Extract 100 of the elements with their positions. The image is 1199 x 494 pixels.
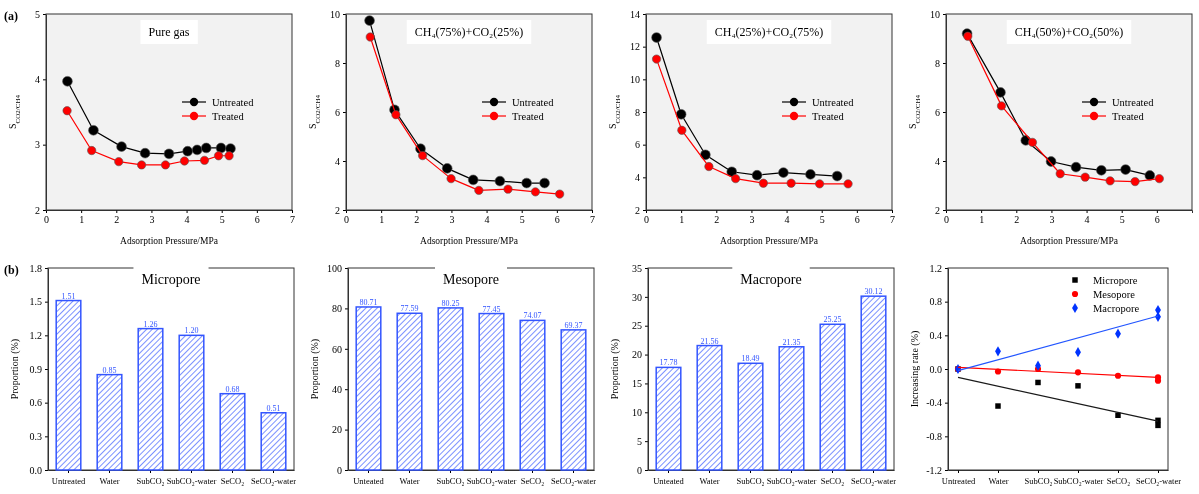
x-tick-label: 1 [979, 214, 985, 226]
data-label: 80.25 [441, 298, 460, 308]
y-tick-label: 0.9 [29, 363, 42, 375]
y-tick-label: -0.8 [926, 431, 942, 443]
x-tick-label: Unteated [653, 475, 685, 486]
y-tick-label: 60 [332, 343, 342, 355]
legend-label: Treated [512, 111, 545, 122]
y-tick-label: 15 [632, 378, 642, 390]
data-label: 30.12 [864, 287, 883, 297]
data-label: 74.07 [523, 311, 542, 321]
text: (b) [4, 263, 19, 277]
chart-title: Micropore [141, 272, 201, 287]
y-tick-label: -0.4 [926, 397, 942, 409]
x-tick-label: Untreated [941, 475, 976, 486]
y-tick-label: 2 [335, 204, 340, 216]
y-axis-title: Proportion (%) [309, 338, 321, 400]
x-tick-label: Untreated [51, 475, 86, 486]
y-tick-label: 8 [935, 57, 940, 69]
legend-label: Untreated [1112, 97, 1155, 108]
y-tick-label: 1.8 [29, 262, 42, 274]
y-tick-label: 10 [630, 74, 640, 86]
x-tick-label: 2 [114, 214, 120, 226]
x-tick-label: 4 [184, 214, 190, 226]
x-tick-label: 4 [784, 214, 790, 226]
x-tick-label: Water [99, 475, 120, 486]
y-tick-label: 6 [335, 106, 340, 118]
y-tick-label: 1.2 [929, 262, 942, 274]
x-tick-label: 7 [590, 214, 595, 226]
y-tick-label: 5 [637, 435, 642, 447]
x-tick-label: 4 [1084, 214, 1090, 226]
y-tick-label: 4 [935, 155, 940, 167]
x-tick-label: SubCO₂-water [466, 475, 517, 486]
y-tick-label: 6 [935, 106, 940, 118]
x-tick-label: 3 [1049, 214, 1055, 226]
y-tick-label: 80 [332, 303, 342, 315]
y-tick-label: 1.2 [29, 330, 42, 342]
x-tick-label: SeCO₂ [520, 475, 545, 486]
text: CH₄(50%)+CO₂(50%) [1014, 25, 1124, 39]
x-tick-label: 6 [254, 214, 260, 226]
data-label: 77.45 [482, 304, 501, 314]
x-tick-label: Water [399, 475, 420, 486]
y-tick-label: 2 [35, 204, 40, 216]
x-tick-label: SeCO₂-water [1136, 475, 1182, 486]
x-tick-label: SubCO₂ [136, 475, 165, 486]
x-tick-label: SeCO₂ [1106, 475, 1131, 486]
y-tick-label: 0.0 [29, 464, 42, 476]
data-label: 77.59 [400, 304, 419, 314]
data-label: 18.49 [741, 354, 760, 364]
legend-label: Micropore [1093, 275, 1138, 286]
data-label: 0.68 [225, 384, 240, 394]
x-tick-label: 1 [679, 214, 685, 226]
x-tick-label: 6 [554, 214, 560, 226]
x-tick-label: 1 [379, 214, 385, 226]
data-label: 1.20 [184, 326, 199, 336]
x-tick-label: 2 [714, 214, 720, 226]
y-tick-label: 100 [327, 262, 342, 274]
x-tick-label: 2 [414, 214, 420, 226]
y-tick-label: 10 [930, 8, 940, 20]
x-tick-label: SubCO₂ [1024, 475, 1053, 486]
y-tick-label: 4 [335, 155, 340, 167]
legend-label: Treated [212, 111, 245, 122]
x-tick-label: 3 [449, 214, 455, 226]
y-tick-label: -1.2 [926, 464, 942, 476]
legend-label: Treated [1112, 111, 1145, 122]
data-label: 69.37 [564, 320, 583, 330]
y-axis-title: Proportion (%) [9, 338, 21, 400]
y-tick-label: 1.5 [29, 296, 42, 308]
x-tick-label: 7 [290, 214, 295, 226]
y-tick-label: 10 [632, 406, 642, 418]
data-label: 25.25 [823, 315, 842, 325]
chart-title: Macropore [740, 272, 802, 287]
x-tick-label: 3 [149, 214, 155, 226]
y-tick-label: 20 [632, 349, 642, 361]
x-tick-label: 7 [890, 214, 895, 226]
x-tick-label: SubCO₂ [736, 475, 765, 486]
x-tick-label: Unteated [353, 475, 385, 486]
y-tick-label: 0.0 [929, 363, 942, 375]
text: Pure gas [148, 25, 190, 39]
y-tick-label: 0.6 [29, 397, 42, 409]
text: (a) [4, 9, 18, 23]
x-tick-label: SeCO₂-water [251, 475, 297, 486]
x-tick-label: 3 [749, 214, 755, 226]
x-tick-label: Water [699, 475, 720, 486]
x-axis-title: Adsorption Pressure/MPa [720, 236, 819, 246]
y-tick-label: 0 [637, 464, 642, 476]
x-tick-label: 4 [484, 214, 490, 226]
data-label: 21.35 [782, 337, 801, 347]
legend-label: Treated [812, 111, 845, 122]
y-tick-label: 4 [635, 172, 640, 184]
x-tick-label: SeCO₂ [220, 475, 245, 486]
y-tick-label: 8 [635, 106, 640, 118]
data-label: 1.26 [143, 319, 158, 329]
x-tick-label: 2 [1014, 214, 1020, 226]
y-tick-label: 0 [337, 464, 342, 476]
x-tick-label: SubCO₂-water [766, 475, 817, 486]
x-tick-label: 6 [854, 214, 860, 226]
legend-label: Mesopore [1093, 289, 1136, 300]
legend-label: Untreated [512, 97, 555, 108]
data-label: 21.56 [700, 336, 719, 346]
x-tick-label: SubCO₂-water [166, 475, 217, 486]
